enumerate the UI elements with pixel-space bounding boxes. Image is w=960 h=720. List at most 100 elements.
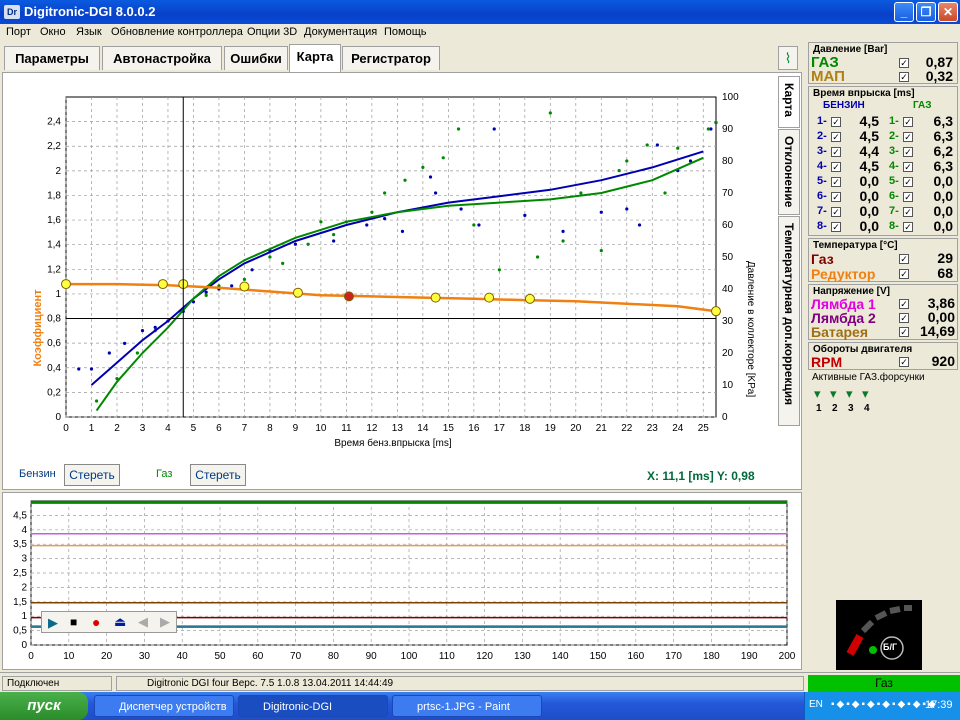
recorder-x-tick-label: 40 bbox=[177, 651, 189, 662]
gas-injector-checkbox[interactable]: ✓ bbox=[903, 222, 913, 232]
language-indicator[interactable]: EN bbox=[809, 699, 823, 710]
gas-injector-checkbox[interactable]: ✓ bbox=[903, 147, 913, 157]
petrol-injector-value: 0,0 bbox=[859, 188, 879, 204]
petrol-injector-value: 4,5 bbox=[859, 113, 879, 129]
clear-gas-button[interactable]: Стереть bbox=[190, 464, 246, 486]
battery-checkbox[interactable]: ✓ bbox=[899, 327, 909, 337]
petrol-point bbox=[230, 284, 234, 288]
vtab-temperature-correction[interactable]: Температурная доп.коррекция bbox=[778, 216, 800, 426]
gas-point bbox=[663, 191, 667, 195]
clear-petrol-button[interactable]: Стереть bbox=[64, 464, 120, 486]
petrol-point bbox=[599, 210, 603, 214]
map-pressure-checkbox[interactable]: ✓ bbox=[899, 72, 909, 82]
gas-injector-checkbox[interactable]: ✓ bbox=[903, 177, 913, 187]
gas-injector-checkbox[interactable]: ✓ bbox=[903, 132, 913, 142]
tab-recorder[interactable]: Регистратор bbox=[342, 46, 440, 70]
petrol-injector-checkbox[interactable]: ✓ bbox=[831, 177, 841, 187]
petrol-injector-checkbox[interactable]: ✓ bbox=[831, 117, 841, 127]
petrol-injector-value: 4,4 bbox=[859, 143, 879, 159]
y2-tick-label: 20 bbox=[722, 348, 734, 359]
x-tick-label: 4 bbox=[165, 423, 171, 434]
menu-window[interactable]: Окно bbox=[40, 26, 66, 38]
close-button[interactable]: ✕ bbox=[938, 2, 958, 22]
gas-injector-value: 0,0 bbox=[933, 203, 953, 219]
tray-icons[interactable]: ▪◆▪◆▪◆▪◆▪◆▪◆▪◆ bbox=[831, 699, 938, 710]
petrol-injector-checkbox[interactable]: ✓ bbox=[831, 192, 841, 202]
petrol-point bbox=[477, 223, 481, 227]
gas-point bbox=[617, 169, 621, 173]
tab-errors[interactable]: Ошибки bbox=[224, 46, 288, 70]
menu-language[interactable]: Язык bbox=[76, 26, 102, 38]
gas-point bbox=[676, 146, 680, 150]
y2-tick-label: 60 bbox=[722, 220, 734, 231]
gas-point bbox=[706, 127, 710, 131]
petrol-injector-checkbox[interactable]: ✓ bbox=[831, 132, 841, 142]
eject-icon[interactable]: ⏏ bbox=[114, 614, 127, 629]
menu-help[interactable]: Помощь bbox=[384, 26, 427, 38]
gas-injector-checkbox[interactable]: ✓ bbox=[903, 162, 913, 172]
lambda2-checkbox[interactable]: ✓ bbox=[899, 313, 909, 323]
x-tick-label: 9 bbox=[293, 423, 299, 434]
y-tick-label: 0 bbox=[55, 412, 61, 423]
battery-value: 14,69 bbox=[919, 323, 955, 339]
gas-injector-checkbox[interactable]: ✓ bbox=[903, 117, 913, 127]
stop-icon[interactable]: ■ bbox=[70, 615, 78, 629]
map-control-point bbox=[343, 291, 354, 302]
petrol-injector-checkbox[interactable]: ✓ bbox=[831, 162, 841, 172]
prev-icon[interactable]: ◀ bbox=[138, 614, 148, 629]
vtab-deviation[interactable]: Отклонение bbox=[778, 129, 800, 215]
petrol-injector-checkbox[interactable]: ✓ bbox=[831, 147, 841, 157]
gas-injector-value: 6,3 bbox=[933, 128, 953, 144]
petrol-point bbox=[250, 268, 254, 272]
gas-injector-label: 3- bbox=[889, 145, 899, 157]
task-device-manager[interactable]: Диспетчер устройств bbox=[94, 695, 234, 717]
play-icon[interactable]: ▶ bbox=[48, 615, 58, 630]
sensor-icon[interactable]: ⌇ bbox=[778, 46, 798, 70]
start-button[interactable]: пуск bbox=[0, 692, 88, 720]
menu-3d-options[interactable]: Опции 3D bbox=[247, 26, 298, 38]
reducer-temperature-checkbox[interactable]: ✓ bbox=[899, 269, 909, 279]
recorder-x-tick-label: 200 bbox=[779, 651, 796, 662]
task-digitronic[interactable]: Digitronic-DGI bbox=[238, 695, 388, 717]
map-control-point bbox=[711, 306, 721, 317]
pressure-box: Давление [Bar] ГАЗ ✓ 0,87 МАП ✓ 0,32 bbox=[808, 42, 958, 85]
recorder-y-tick-label: 2 bbox=[21, 582, 27, 593]
gas-injector-checkbox[interactable]: ✓ bbox=[903, 207, 913, 217]
tab-parameters[interactable]: Параметры bbox=[4, 46, 100, 70]
gas-injector-checkbox[interactable]: ✓ bbox=[903, 192, 913, 202]
minimize-button[interactable]: _ bbox=[894, 2, 914, 22]
recorder-x-tick-label: 170 bbox=[665, 651, 682, 662]
menu-documentation[interactable]: Документация bbox=[304, 26, 378, 38]
lambda1-checkbox[interactable]: ✓ bbox=[899, 299, 909, 309]
petrol-injector-checkbox[interactable]: ✓ bbox=[831, 222, 841, 232]
petrol-point bbox=[492, 127, 496, 131]
gas-point bbox=[456, 127, 461, 131]
petrol-point bbox=[400, 229, 405, 233]
task-paint[interactable]: prtsc-1.JPG - Paint bbox=[392, 695, 542, 717]
lambda1-label: Лямбда 1 bbox=[811, 296, 876, 312]
reducer-temperature-value: 68 bbox=[937, 265, 953, 281]
tab-map[interactable]: Карта bbox=[289, 44, 341, 72]
menu-port[interactable]: Порт bbox=[6, 26, 31, 38]
petrol-point bbox=[625, 207, 629, 211]
y2-tick-label: 10 bbox=[722, 380, 734, 391]
map-control-point bbox=[484, 292, 495, 303]
maximize-button[interactable]: ❐ bbox=[916, 2, 936, 22]
rpm-checkbox[interactable]: ✓ bbox=[899, 357, 909, 367]
tab-autotune[interactable]: Автонастройка bbox=[102, 46, 222, 70]
gas-temperature-checkbox[interactable]: ✓ bbox=[899, 254, 909, 264]
record-icon[interactable]: ● bbox=[92, 614, 101, 630]
map-chart[interactable]: 0 1 2 3 4 5 6 7 8 9 10 11 12 13 14 15 16 17 18 19 20 21 22 23 24… bbox=[3, 73, 801, 489]
x-tick-label: 8 bbox=[267, 423, 273, 434]
gas-pressure-checkbox[interactable]: ✓ bbox=[899, 58, 909, 68]
menu-update-controller[interactable]: Обновление контроллера bbox=[111, 26, 243, 38]
next-icon[interactable]: ▶ bbox=[160, 614, 170, 629]
petrol-injector-checkbox[interactable]: ✓ bbox=[831, 207, 841, 217]
switch-panel[interactable]: Б/Г bbox=[836, 600, 922, 670]
coefficient-curve bbox=[66, 282, 717, 313]
injector-2-icon: ▾ bbox=[830, 386, 837, 401]
map-control-point bbox=[61, 279, 71, 290]
petrol-point bbox=[107, 351, 111, 355]
gas-point bbox=[561, 239, 565, 243]
vtab-map[interactable]: Карта bbox=[778, 76, 800, 128]
